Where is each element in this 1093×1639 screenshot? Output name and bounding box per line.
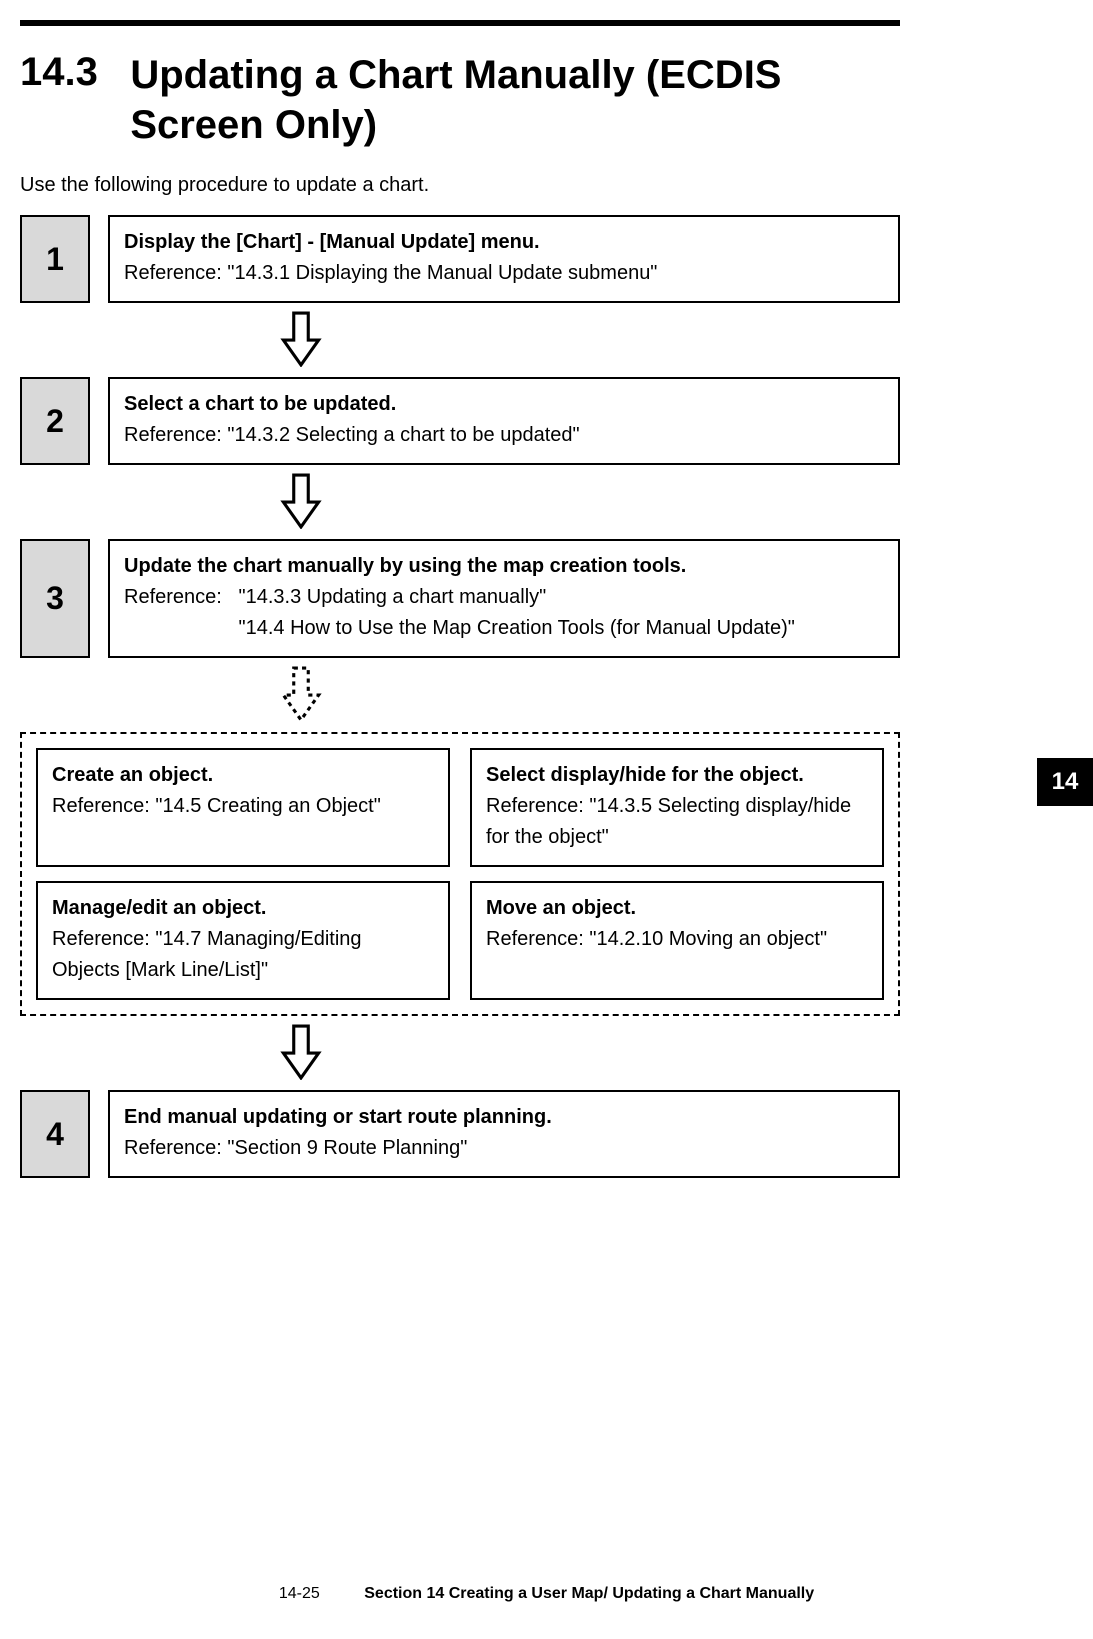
- sub-title: Select display/hide for the object.: [486, 760, 868, 791]
- reference-values: "14.3.3 Updating a chart manually" "14.4…: [239, 582, 795, 644]
- reference-label: Reference:: [124, 420, 227, 451]
- reference-values: "14.3.1 Displaying the Manual Update sub…: [227, 258, 657, 289]
- reference-label: Reference:: [124, 258, 227, 289]
- step-row: 2 Select a chart to be updated. Referenc…: [20, 377, 900, 465]
- sub-box: Move an object. Reference: "14.2.10 Movi…: [470, 881, 884, 1000]
- step-row: 4 End manual updating or start route pla…: [20, 1090, 900, 1178]
- reference-value: "14.3.2 Selecting a chart to be updated": [227, 420, 579, 451]
- reference-value: "Section 9 Route Planning": [227, 1133, 467, 1164]
- reference-value: "14.4 How to Use the Map Creation Tools …: [239, 613, 795, 644]
- reference-value: "14.3.1 Displaying the Manual Update sub…: [227, 258, 657, 289]
- step-number-box: 2: [20, 377, 90, 465]
- sub-title: Move an object.: [486, 893, 868, 924]
- sub-box: Select display/hide for the object. Refe…: [470, 748, 884, 867]
- sub-reference: Reference: "14.7 Managing/Editing Object…: [52, 924, 434, 986]
- sub-title: Create an object.: [52, 760, 434, 791]
- step-title: Select a chart to be updated.: [124, 389, 884, 420]
- step-reference: Reference: "14.3.2 Selecting a chart to …: [124, 420, 884, 451]
- sub-title: Manage/edit an object.: [52, 893, 434, 924]
- reference-label: Reference:: [124, 582, 239, 644]
- footer-section-title: Section 14 Creating a User Map/ Updating…: [364, 1585, 814, 1603]
- down-arrow-icon: [280, 1024, 322, 1080]
- down-arrow-icon: [280, 311, 322, 367]
- step-row: 3 Update the chart manually by using the…: [20, 539, 900, 658]
- section-title: Updating a Chart Manually (ECDIS Screen …: [130, 50, 890, 150]
- reference-values: "Section 9 Route Planning": [227, 1133, 467, 1164]
- reference-label: Reference:: [124, 1133, 227, 1164]
- sub-box: Manage/edit an object. Reference: "14.7 …: [36, 881, 450, 1000]
- step-content-box: Display the [Chart] - [Manual Update] me…: [108, 215, 900, 303]
- arrow-row: [20, 1024, 900, 1080]
- arrow-row: [20, 666, 900, 722]
- reference-values: "14.3.2 Selecting a chart to be updated": [227, 420, 579, 451]
- top-rule: [20, 20, 900, 26]
- step-content-box: Select a chart to be updated. Reference:…: [108, 377, 900, 465]
- step-number-box: 1: [20, 215, 90, 303]
- step-reference: Reference: "14.3.3 Updating a chart manu…: [124, 582, 884, 644]
- step-number-box: 4: [20, 1090, 90, 1178]
- section-heading: 14.3 Updating a Chart Manually (ECDIS Sc…: [20, 50, 900, 150]
- arrow-row: [20, 311, 900, 367]
- sub-reference: Reference: "14.5 Creating an Object": [52, 791, 434, 822]
- step-reference: Reference: "14.3.1 Displaying the Manual…: [124, 258, 884, 289]
- step-content-box: End manual updating or start route plann…: [108, 1090, 900, 1178]
- page: 14.3 Updating a Chart Manually (ECDIS Sc…: [0, 20, 1093, 1639]
- sub-options-group: Create an object. Reference: "14.5 Creat…: [20, 732, 900, 1016]
- sub-reference: Reference: "14.3.5 Selecting display/hid…: [486, 791, 868, 853]
- step-number-box: 3: [20, 539, 90, 658]
- reference-value: "14.3.3 Updating a chart manually": [239, 582, 795, 613]
- step-title: Display the [Chart] - [Manual Update] me…: [124, 227, 884, 258]
- step-content-box: Update the chart manually by using the m…: [108, 539, 900, 658]
- side-tab: 14: [1037, 758, 1093, 806]
- intro-text: Use the following procedure to update a …: [20, 174, 1073, 197]
- section-number: 14.3: [20, 50, 98, 95]
- arrow-row: [20, 473, 900, 529]
- down-arrow-icon: [280, 473, 322, 529]
- sub-reference: Reference: "14.2.10 Moving an object": [486, 924, 868, 955]
- down-arrow-dashed-icon: [280, 666, 322, 722]
- step-title: End manual updating or start route plann…: [124, 1102, 884, 1133]
- sub-box: Create an object. Reference: "14.5 Creat…: [36, 748, 450, 867]
- step-reference: Reference: "Section 9 Route Planning": [124, 1133, 884, 1164]
- footer-page-number: 14-25: [279, 1585, 320, 1603]
- step-title: Update the chart manually by using the m…: [124, 551, 884, 582]
- steps-container: 1 Display the [Chart] - [Manual Update] …: [20, 215, 900, 1178]
- page-footer: 14-25 Section 14 Creating a User Map/ Up…: [0, 1585, 1093, 1603]
- step-row: 1 Display the [Chart] - [Manual Update] …: [20, 215, 900, 303]
